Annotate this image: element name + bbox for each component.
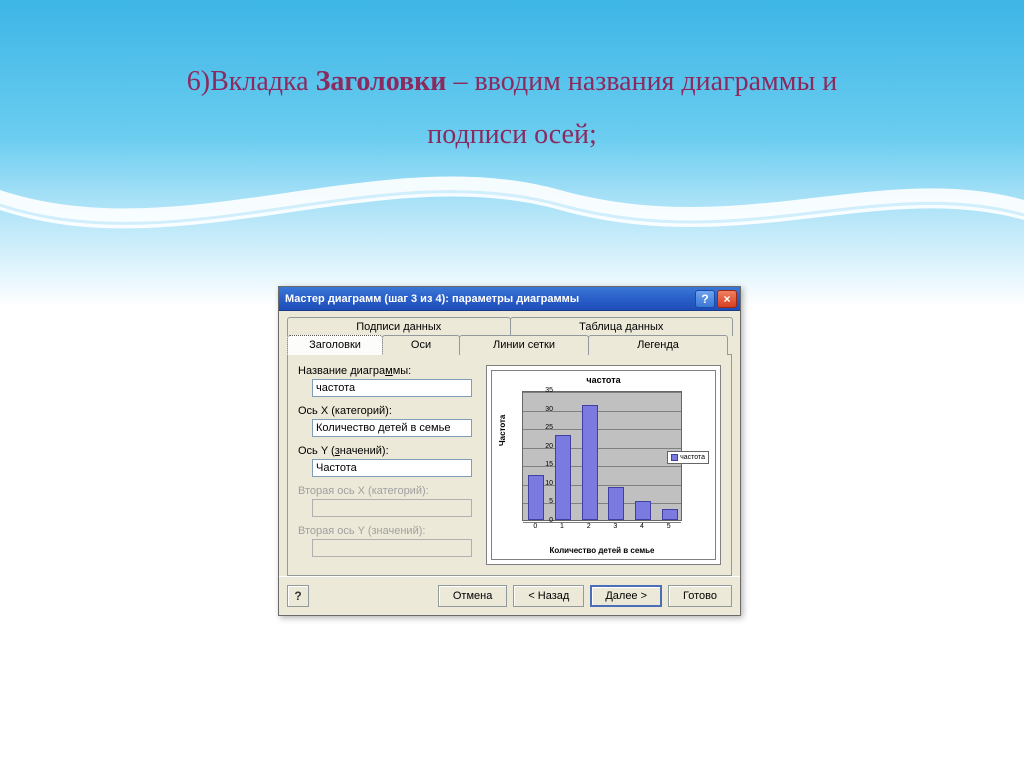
cancel-button[interactable]: Отмена xyxy=(438,585,507,607)
tab-legend[interactable]: Легенда xyxy=(588,335,728,355)
tab-data-table[interactable]: Таблица данных xyxy=(510,317,734,336)
field-y2-axis: Вторая ось Y (значений): xyxy=(298,525,476,557)
xtick-label: 2 xyxy=(581,523,597,530)
field-x2-axis: Вторая ось X (категорий): xyxy=(298,485,476,517)
tab-axes[interactable]: Оси xyxy=(382,335,460,355)
field-y-axis: Ось Y (значений): xyxy=(298,445,476,477)
legend-label: частота xyxy=(680,454,705,461)
chart-bar xyxy=(635,501,651,520)
chart-inner: частота Частота Количество детей в семье… xyxy=(491,370,716,560)
chart-wizard-dialog: Мастер диаграмм (шаг 3 из 4): параметры … xyxy=(278,286,741,616)
titlebar-help-button[interactable]: ? xyxy=(695,290,715,308)
tabs-area: Подписи данных Таблица данных Заголовки … xyxy=(279,311,740,576)
chart-bar xyxy=(608,487,624,520)
label-y2-axis: Вторая ось Y (значений): xyxy=(298,525,476,537)
tab-panel: Название диаграммы: Ось X (категорий): О… xyxy=(287,354,732,576)
tab-titles[interactable]: Заголовки xyxy=(287,335,383,355)
input-x2-axis xyxy=(312,499,472,517)
slide-title: 6)Вкладка Заголовки – вводим названия ди… xyxy=(0,55,1024,161)
input-y2-axis xyxy=(312,539,472,557)
title-bold: Заголовки xyxy=(316,66,447,97)
title-prefix: 6)Вкладка xyxy=(187,66,316,97)
input-chart-title[interactable] xyxy=(312,379,472,397)
ytick-label: 35 xyxy=(533,387,553,394)
tab-data-labels[interactable]: Подписи данных xyxy=(287,317,511,336)
input-y-axis[interactable] xyxy=(312,459,472,477)
ytick-label: 10 xyxy=(533,480,553,487)
label-y-axis: Ось Y (значений): xyxy=(298,445,476,457)
wave-decoration xyxy=(0,150,1024,270)
fields-column: Название диаграммы: Ось X (категорий): О… xyxy=(298,365,476,565)
label-chart-title: Название диаграммы: xyxy=(298,365,476,377)
finish-button[interactable]: Готово xyxy=(668,585,732,607)
ytick-label: 20 xyxy=(533,443,553,450)
xtick-label: 4 xyxy=(634,523,650,530)
chart-bar xyxy=(662,509,678,520)
tab-gridlines[interactable]: Линии сетки xyxy=(459,335,589,355)
field-chart-title: Название диаграммы: xyxy=(298,365,476,397)
titlebar-close-button[interactable]: × xyxy=(717,290,737,308)
chart-xlabel: Количество детей в семье xyxy=(522,546,682,555)
title-line2: подписи осей; xyxy=(427,119,596,150)
input-x-axis[interactable] xyxy=(312,419,472,437)
chart-bar xyxy=(582,405,598,520)
xtick-label: 0 xyxy=(527,523,543,530)
title-suffix: – вводим названия диаграммы и xyxy=(446,66,837,97)
ytick-label: 30 xyxy=(533,406,553,413)
chart-bar xyxy=(555,435,571,520)
chart-ylabel: Частота xyxy=(498,415,507,446)
label-x2-axis: Вторая ось X (категорий): xyxy=(298,485,476,497)
xtick-label: 3 xyxy=(607,523,623,530)
xtick-label: 5 xyxy=(661,523,677,530)
ytick-label: 15 xyxy=(533,461,553,468)
chart-title: частота xyxy=(492,375,715,385)
label-x-axis: Ось X (категорий): xyxy=(298,405,476,417)
button-row: ? Отмена < Назад Далее > Готово xyxy=(279,576,740,615)
chart-legend: частота xyxy=(667,451,709,464)
help-button[interactable]: ? xyxy=(287,585,309,607)
xtick-label: 1 xyxy=(554,523,570,530)
titlebar-text: Мастер диаграмм (шаг 3 из 4): параметры … xyxy=(285,293,695,305)
back-button[interactable]: < Назад xyxy=(513,585,584,607)
legend-swatch xyxy=(671,454,678,461)
field-x-axis: Ось X (категорий): xyxy=(298,405,476,437)
next-button[interactable]: Далее > xyxy=(590,585,662,607)
titlebar[interactable]: Мастер диаграмм (шаг 3 из 4): параметры … xyxy=(279,287,740,311)
chart-preview: частота Частота Количество детей в семье… xyxy=(486,365,721,565)
ytick-label: 5 xyxy=(533,498,553,505)
ytick-label: 25 xyxy=(533,424,553,431)
